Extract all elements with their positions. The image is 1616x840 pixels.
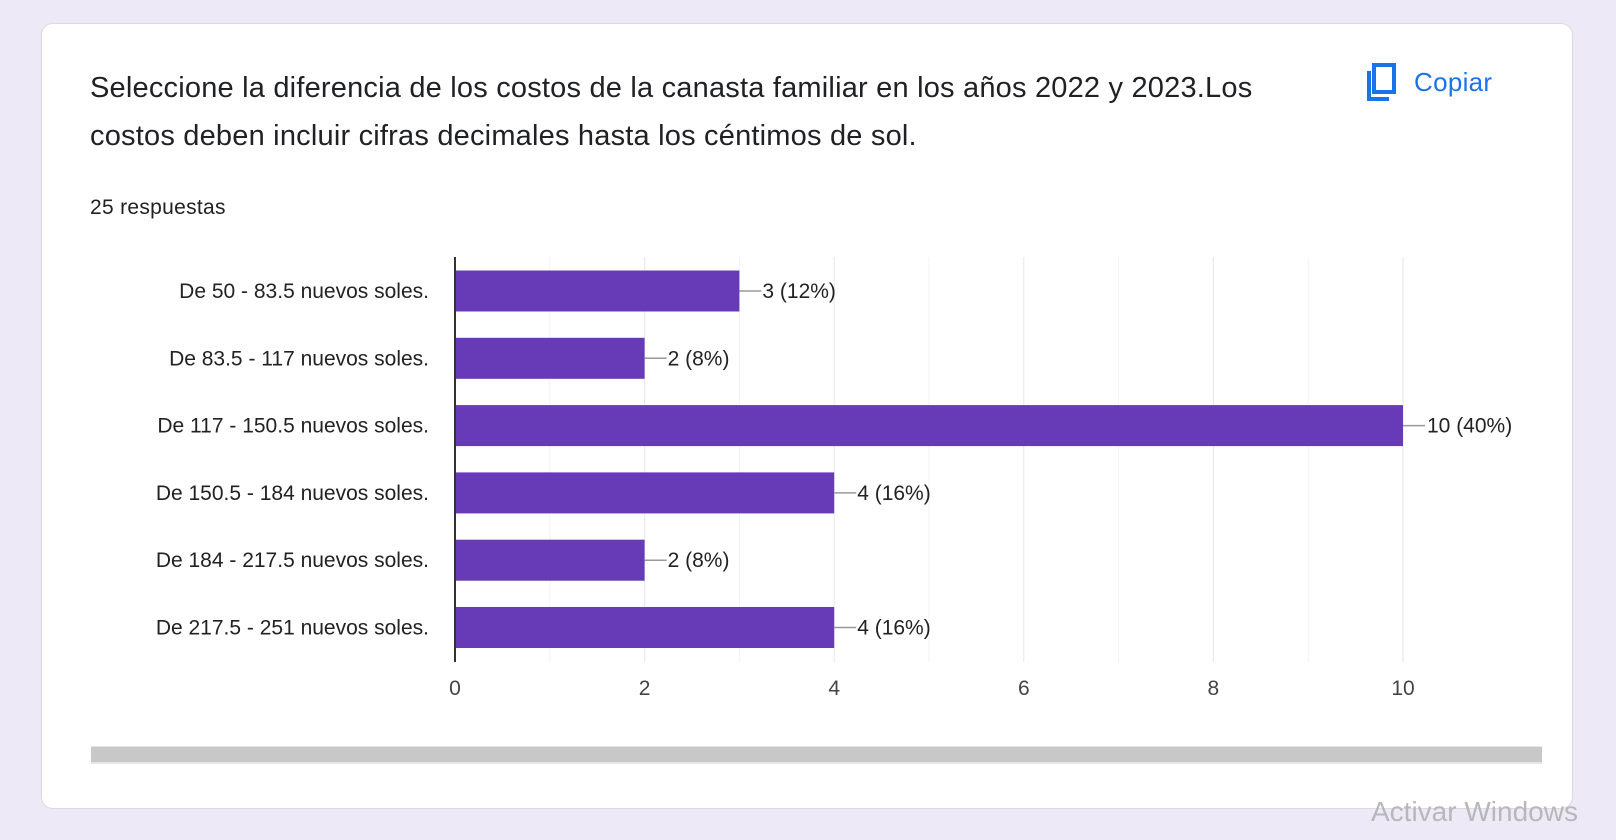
data-label: 2 (8%): [668, 549, 730, 572]
scrollbar-thumb[interactable]: [91, 747, 1542, 762]
category-label: De 117 - 150.5 nuevos soles.: [157, 415, 429, 438]
x-tick-label: 2: [639, 677, 651, 700]
bar: [455, 472, 835, 514]
question-title: Seleccione la diferencia de los costos d…: [90, 72, 1253, 152]
category-label: De 83.5 - 117 nuevos soles.: [169, 347, 429, 370]
category-label: De 150.5 - 184 nuevos soles.: [156, 482, 429, 505]
bar: [455, 539, 645, 581]
copy-icon: [1362, 62, 1398, 102]
x-tick-label: 4: [828, 677, 840, 700]
data-label: 10 (40%): [1427, 415, 1512, 438]
data-label: 4 (16%): [857, 617, 931, 640]
horizontal-scrollbar[interactable]: [91, 746, 1542, 764]
bar: [455, 270, 740, 312]
category-label: De 217.5 - 251 nuevos soles.: [156, 617, 429, 640]
category-label: De 50 - 83.5 nuevos soles.: [179, 280, 429, 303]
x-tick-label: 6: [1018, 677, 1030, 700]
data-label: 3 (12%): [762, 280, 836, 303]
copy-button[interactable]: Copiar: [1362, 60, 1492, 104]
x-tick-label: 0: [449, 677, 461, 700]
data-label: 4 (16%): [857, 482, 931, 505]
bar: [455, 607, 835, 648]
x-tick-label: 10: [1391, 677, 1414, 700]
bar: [455, 337, 645, 379]
activation-watermark: Activar Windows: [1371, 796, 1578, 827]
response-count: 25 respuestas: [90, 196, 226, 219]
x-tick-label: 8: [1208, 677, 1220, 700]
copy-label: Copiar: [1414, 66, 1493, 97]
bar: [455, 405, 1403, 447]
data-label: 2 (8%): [668, 347, 730, 370]
category-label: De 184 - 217.5 nuevos soles.: [156, 549, 429, 572]
